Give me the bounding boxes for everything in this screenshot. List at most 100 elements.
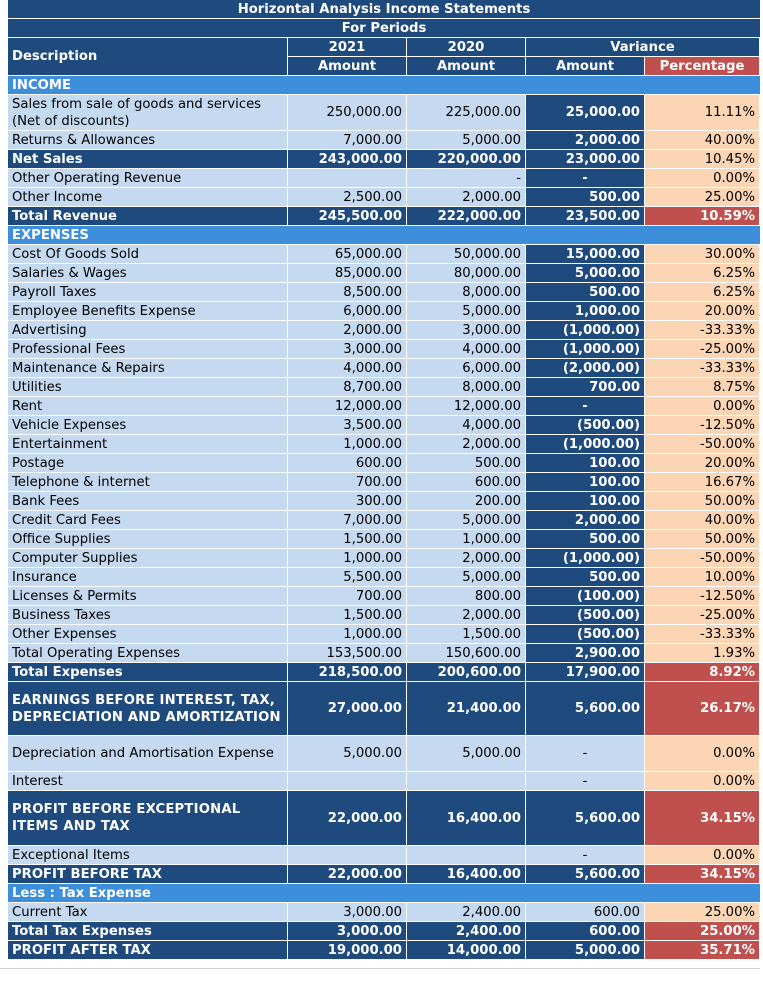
amount-2021-cell: 5,000.00 [288,736,407,772]
report-title: Horizontal Analysis Income Statements [8,0,760,19]
amount-2021-cell: 1,000.00 [288,435,407,454]
variance-percentage-cell: 25.00% [645,188,760,207]
table-row: Other Expenses 1,000.00 1,500.00 (500.00) -3… [8,625,760,644]
row-description: Postage [8,454,288,473]
column-headers: Description 2021 2020 Variance Amount Am… [8,38,760,76]
table-row: PROFIT BEFORE EXCEPTIONAL ITEMS AND TAX 2… [8,791,760,846]
amount-2020-cell: 4,000.00 [407,340,526,359]
year-2021-header: 2021 [288,38,407,57]
variance-amount-cell: 700.00 [526,378,645,397]
table-row: Sales from sale of goods and services (N… [8,95,760,131]
table-row: Net Sales 243,000.00 220,000.00 23,000.00 10… [8,150,760,169]
amount-2020-cell: 8,000.00 [407,378,526,397]
variance-amount-cell: - [526,169,645,188]
row-description: Less : Tax Expense [8,884,760,903]
amount-2020-cell [407,846,526,865]
variance-percentage-cell: 20.00% [645,302,760,321]
amount-2020-cell: 3,000.00 [407,321,526,340]
amount-2021-cell [288,169,407,188]
variance-percentage-cell: -50.00% [645,435,760,454]
amount-2021-cell: 700.00 [288,473,407,492]
amount-2021-cell: 2,000.00 [288,321,407,340]
table-row: Maintenance & Repairs 4,000.00 6,000.00 (2,… [8,359,760,378]
amount-2021-cell: 7,000.00 [288,511,407,530]
report-subtitle: For Periods [8,19,760,38]
variance-percentage-subheader: Percentage [645,57,760,76]
amount-2021-cell: 5,500.00 [288,568,407,587]
row-description: Computer Supplies [8,549,288,568]
variance-percentage-cell: 11.11% [645,95,760,131]
row-description: Total Tax Expenses [8,922,288,941]
variance-percentage-cell: -50.00% [645,549,760,568]
variance-percentage-cell: 6.25% [645,283,760,302]
variance-amount-cell: 5,600.00 [526,865,645,884]
row-description: Sales from sale of goods and services (N… [8,95,288,131]
amount-2021-cell: 7,000.00 [288,131,407,150]
amount-2021-cell: 6,000.00 [288,302,407,321]
year-2020-header: 2020 [407,38,526,57]
variance-amount-cell: (2,000.00) [526,359,645,378]
amount-2021-cell: 8,700.00 [288,378,407,397]
table-row: Payroll Taxes 8,500.00 8,000.00 500.00 6.25% [8,283,760,302]
variance-amount-cell: (500.00) [526,416,645,435]
variance-amount-cell: (100.00) [526,587,645,606]
table-row: Total Expenses 218,500.00 200,600.00 17,900… [8,663,760,682]
table-row: Other Operating Revenue - -0.00% [8,169,760,188]
amount-2020-cell: 21,400.00 [407,682,526,736]
table-row: Total Revenue 245,500.00 222,000.00 23,500.… [8,207,760,226]
variance-percentage-cell: 50.00% [645,492,760,511]
row-description: PROFIT BEFORE EXCEPTIONAL ITEMS AND TAX [8,791,288,846]
amount-2020-cell: 80,000.00 [407,264,526,283]
table-row: Postage 600.00 500.00 100.00 20.00% [8,454,760,473]
table-row: Depreciation and Amortisation Expense 5,0… [8,736,760,772]
variance-amount-cell: - [526,736,645,772]
amount-2020-cell: 2,400.00 [407,922,526,941]
amount-2020-cell [407,772,526,791]
description-header: Description [8,38,288,76]
amount-2021-cell: 243,000.00 [288,150,407,169]
variance-amount-cell: 1,000.00 [526,302,645,321]
variance-percentage-cell: 30.00% [645,245,760,264]
amount-2021-cell: 153,500.00 [288,644,407,663]
amount-2020-cell: 2,000.00 [407,188,526,207]
amount-2021-cell: 27,000.00 [288,682,407,736]
table-row: Rent 12,000.00 12,000.00-0.00% [8,397,760,416]
row-description: Insurance [8,568,288,587]
amount-2020-cell: 1,000.00 [407,530,526,549]
row-description: Credit Card Fees [8,511,288,530]
amount-2021-cell: 22,000.00 [288,865,407,884]
variance-amount-cell: (1,000.00) [526,321,645,340]
amount-2020-cell: 2,400.00 [407,903,526,922]
table-row: Business Taxes 1,500.00 2,000.00 (500.00) -2… [8,606,760,625]
variance-amount-cell: 2,000.00 [526,131,645,150]
table-row: Vehicle Expenses 3,500.00 4,000.00 (500.00)… [8,416,760,435]
variance-amount-cell: (500.00) [526,606,645,625]
table-row: Entertainment 1,000.00 2,000.00 (1,000.00) -… [8,435,760,454]
variance-amount-cell: 25,000.00 [526,95,645,131]
variance-percentage-cell: 34.15% [645,865,760,884]
table-row: Total Tax Expenses 3,000.00 2,400.00 600.00… [8,922,760,941]
table-row: Computer Supplies 1,000.00 2,000.00 (1,000.… [8,549,760,568]
row-description: INCOME [8,76,760,95]
row-description: Maintenance & Repairs [8,359,288,378]
variance-amount-cell: 5,000.00 [526,941,645,960]
variance-percentage-cell: 40.00% [645,131,760,150]
table-row: Salaries & Wages 85,000.00 80,000.00 5,000.… [8,264,760,283]
row-description: Advertising [8,321,288,340]
row-description: Cost Of Goods Sold [8,245,288,264]
row-description: Total Expenses [8,663,288,682]
variance-amount-cell: (1,000.00) [526,435,645,454]
section-header-row: Less : Tax Expense [8,884,760,903]
amount-2021-cell: 8,500.00 [288,283,407,302]
variance-percentage-cell: 35.71% [645,941,760,960]
amount-2020-cell: 50,000.00 [407,245,526,264]
variance-amount-cell: - [526,772,645,791]
row-description: Net Sales [8,150,288,169]
variance-percentage-cell: 1.93% [645,644,760,663]
amount-2020-subheader: Amount [407,57,526,76]
variance-amount-cell: 5,000.00 [526,264,645,283]
amount-2021-cell: 700.00 [288,587,407,606]
empty-sheet-row [0,968,760,982]
variance-percentage-cell: 0.00% [645,736,760,772]
variance-percentage-cell: 0.00% [645,169,760,188]
